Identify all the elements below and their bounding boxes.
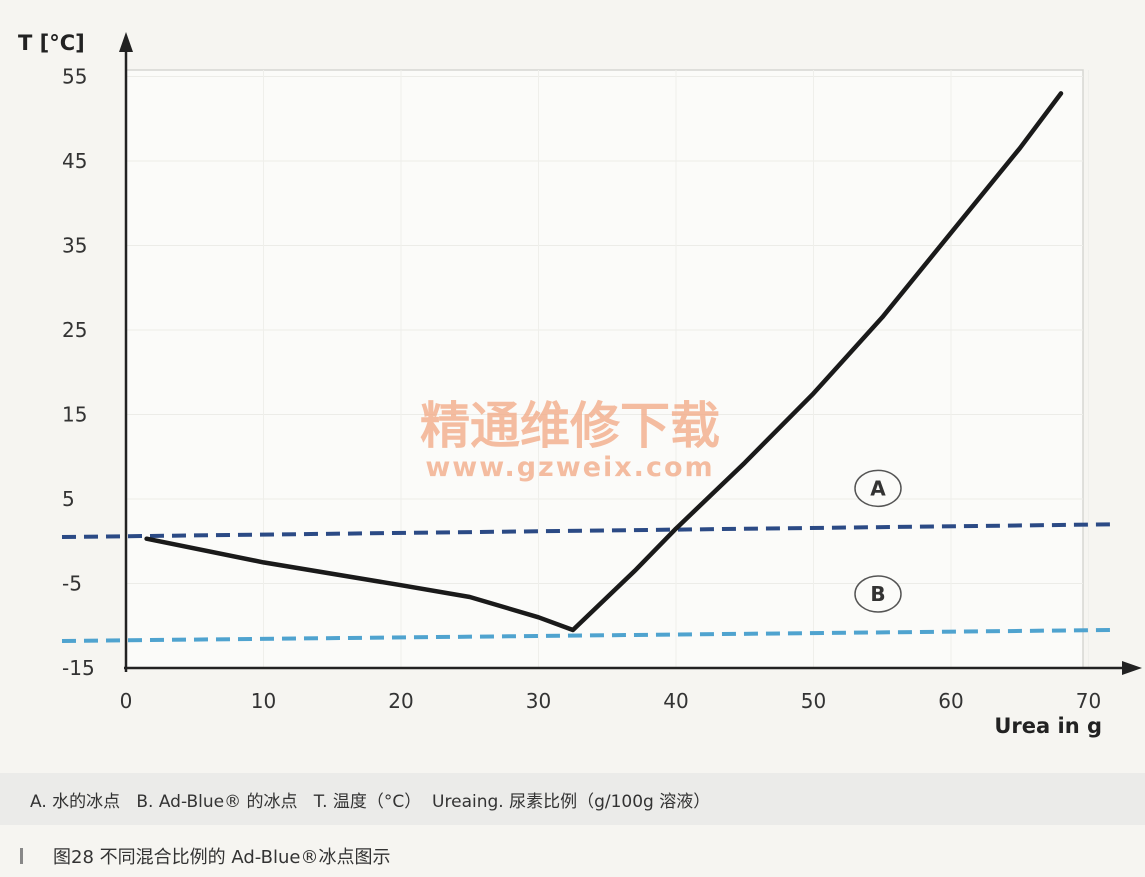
caption-text: 图28 不同混合比例的 Ad-Blue®冰点图示 xyxy=(53,847,391,868)
figure-caption: 图28 不同混合比例的 Ad-Blue®冰点图示 xyxy=(0,838,1145,874)
x-tick-label: 70 xyxy=(1076,689,1101,713)
y-tick-label: -5 xyxy=(62,572,82,596)
x-axis-label: Urea in g xyxy=(994,714,1102,738)
x-axis-arrow-icon xyxy=(1122,661,1142,675)
y-axis-label: T [°C] xyxy=(18,31,85,55)
y-tick-label: 45 xyxy=(62,149,87,173)
x-tick-label: 20 xyxy=(388,689,413,713)
reference-label-a: A xyxy=(870,476,886,500)
watermark-url: www.gzweix.com xyxy=(425,452,714,483)
plot-frame xyxy=(125,69,1084,669)
y-axis-arrow-icon xyxy=(119,32,133,52)
y-tick-label: 15 xyxy=(62,403,87,427)
x-tick-label: 40 xyxy=(663,689,688,713)
y-tick-label: 25 xyxy=(62,318,87,342)
legend-text: A. 水的冰点 B. Ad-Blue® 的冰点 T. 温度（°C） Ureain… xyxy=(30,791,711,812)
y-tick-label: 55 xyxy=(62,65,87,89)
reference-lines: AB xyxy=(61,469,1113,643)
reference-label-circle xyxy=(854,469,902,508)
series-line-0 xyxy=(144,91,1064,633)
x-tick-label: 30 xyxy=(526,689,551,713)
x-tick-label: 10 xyxy=(251,689,276,713)
x-tick-label: 0 xyxy=(120,689,133,713)
axes xyxy=(119,32,1142,675)
x-tick-label: 60 xyxy=(938,689,963,713)
watermark-title: 精通维修下载 xyxy=(420,397,720,455)
grid xyxy=(125,69,1089,669)
y-tick-label: -15 xyxy=(62,656,95,680)
reference-label-b: B xyxy=(870,582,885,606)
y-tick-label: 5 xyxy=(62,487,75,511)
series xyxy=(144,91,1064,633)
tick-labels: 55 45 35 25 15 5 -5 -15 0 10 20 30 40 50 60 70 xyxy=(62,65,1101,714)
reference-label-circle xyxy=(854,575,902,613)
legend-bar: A. 水的冰点 B. Ad-Blue® 的冰点 T. 温度（°C） Ureain… xyxy=(0,773,1145,825)
y-tick-label: 35 xyxy=(62,234,87,258)
x-tick-label: 50 xyxy=(801,689,826,713)
caption-marker xyxy=(20,848,23,864)
